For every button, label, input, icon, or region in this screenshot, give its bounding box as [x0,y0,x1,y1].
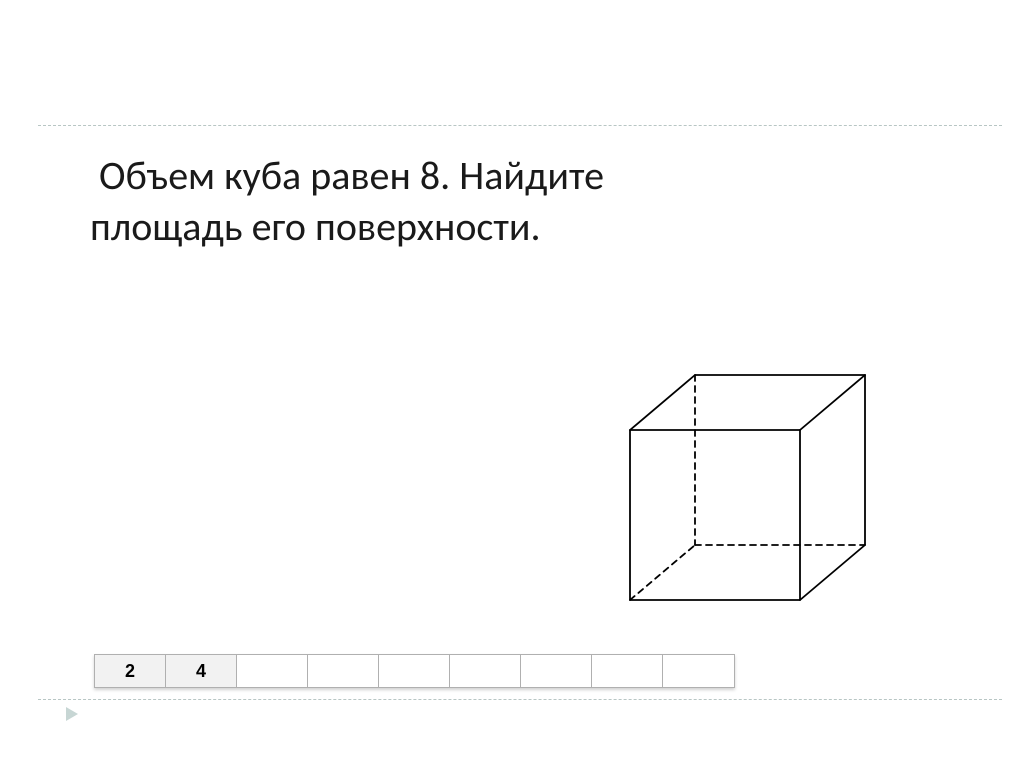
answer-cell [379,655,450,687]
bullet-marker [66,707,80,721]
answer-cell [237,655,308,687]
answer-cell: 4 [166,655,237,687]
answer-cell [592,655,663,687]
divider-bottom [38,699,1002,700]
divider-top [38,125,1002,126]
answer-cell [521,655,592,687]
answer-cell: 2 [95,655,166,687]
answer-cell [450,655,521,687]
cube-diagram [610,370,870,630]
answer-cell [308,655,379,687]
answer-cell [663,655,734,687]
problem-statement: Объем куба равен 8. Найдите площадь его … [90,150,610,252]
answer-boxes: 24 [94,654,735,688]
